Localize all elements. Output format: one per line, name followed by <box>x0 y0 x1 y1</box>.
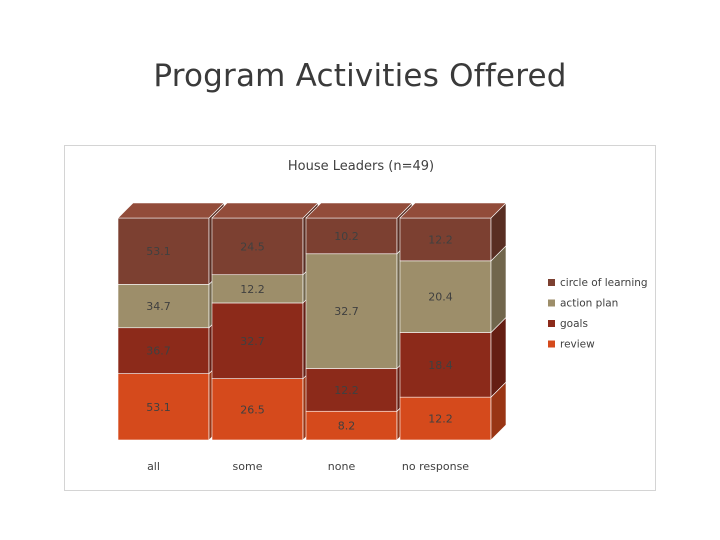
legend-label: action plan <box>560 298 618 310</box>
legend-swatch <box>548 320 555 327</box>
stacked-3d-bar-chart: House Leaders (n=49) 53.1 36.7 34.7 53.1 26.… <box>117 159 648 473</box>
data-label: 12.2 <box>334 384 359 397</box>
data-label: 32.7 <box>240 335 265 348</box>
bar-no-response-top <box>399 202 507 219</box>
x-tick-label: no response <box>402 460 469 473</box>
chart-title: House Leaders (n=49) <box>288 159 434 174</box>
bar-some-action-plan-front <box>211 274 304 304</box>
data-label: 32.7 <box>334 305 359 318</box>
data-label: 34.7 <box>146 300 171 313</box>
x-axis-ticks: all some none no response <box>147 460 469 473</box>
bar-no-response-goals-front <box>399 332 492 398</box>
legend-swatch <box>548 299 555 307</box>
bar-no-response-review-front <box>399 396 492 441</box>
bar-none-circle-of-learning-front <box>305 217 398 255</box>
bar-some-circle-of-learning-front <box>211 217 304 276</box>
legend: circle of learning action plan goals review <box>548 277 648 351</box>
bars-group <box>117 202 507 441</box>
legend-swatch <box>548 340 555 348</box>
bar-some-goals-front <box>211 302 304 379</box>
x-tick-label: none <box>328 460 356 473</box>
data-label: 20.4 <box>428 291 453 304</box>
data-label: 53.1 <box>146 401 171 414</box>
bar-all-goals-front <box>117 327 210 374</box>
slide-title: Program Activities Offered <box>153 58 567 94</box>
data-label: 24.5 <box>240 240 265 253</box>
data-label: 12.2 <box>428 233 453 246</box>
data-label: 26.5 <box>240 403 265 416</box>
bar-all-review-front <box>117 373 210 441</box>
data-label: 36.7 <box>146 345 171 358</box>
legend-label: goals <box>560 318 588 330</box>
legend-swatch <box>548 279 555 286</box>
data-label: 10.2 <box>334 230 359 243</box>
bar-none-action-plan-front <box>305 253 398 369</box>
data-label: 12.2 <box>240 283 265 296</box>
bar-some-top <box>211 202 319 219</box>
bar-none-top <box>305 202 413 219</box>
bar-no-response-action-plan-front <box>399 260 492 333</box>
data-labels-group: 53.1 36.7 34.7 53.1 26.5 32.7 12.2 24.5 8.2 12.2 3… <box>146 230 453 433</box>
legend-label: circle of learning <box>560 277 648 289</box>
data-label: 12.2 <box>428 413 453 426</box>
x-tick-label: some <box>233 460 263 473</box>
bar-some-review-front <box>211 378 304 441</box>
chart-frame: House Leaders (n=49) 53.1 36.7 34.7 53.1 26.… <box>64 145 656 491</box>
data-label: 8.2 <box>338 420 356 433</box>
bar-no-response-circle-of-learning-front <box>399 217 492 262</box>
data-label: 18.4 <box>428 359 453 372</box>
bar-all-top <box>117 202 225 219</box>
legend-label: review <box>560 339 595 351</box>
data-label: 53.1 <box>146 245 171 258</box>
x-tick-label: all <box>147 460 160 473</box>
bar-none-goals-front <box>305 368 398 412</box>
